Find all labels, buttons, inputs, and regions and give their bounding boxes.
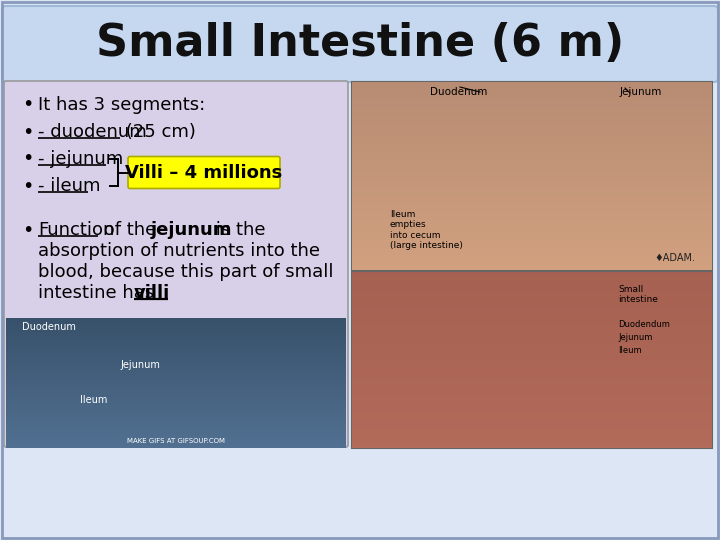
Text: - jejunum: - jejunum: [38, 150, 123, 168]
Text: •: •: [22, 123, 33, 141]
Text: blood, because this part of small: blood, because this part of small: [38, 263, 333, 281]
FancyBboxPatch shape: [352, 82, 712, 270]
FancyBboxPatch shape: [2, 6, 718, 82]
Text: Small
intestine: Small intestine: [618, 285, 658, 305]
Text: Ileum: Ileum: [80, 395, 107, 405]
Text: Ileum: Ileum: [618, 346, 642, 355]
Text: jejunum: jejunum: [151, 221, 233, 239]
Text: ♦ADAM.: ♦ADAM.: [654, 253, 695, 263]
Text: Duodenum: Duodenum: [430, 87, 487, 97]
Text: Villi – 4 millions: Villi – 4 millions: [125, 164, 283, 181]
FancyBboxPatch shape: [6, 318, 346, 448]
FancyBboxPatch shape: [128, 157, 280, 188]
Text: intestine has: intestine has: [38, 284, 160, 302]
Text: absorption of nutrients into the: absorption of nutrients into the: [38, 242, 320, 260]
Text: Jejunum: Jejunum: [120, 360, 160, 370]
Text: MAKE GIFS AT GIFSOUP.COM: MAKE GIFS AT GIFSOUP.COM: [127, 438, 225, 444]
Text: Jejunum: Jejunum: [620, 87, 662, 97]
Text: Small Intestine (6 m): Small Intestine (6 m): [96, 23, 624, 65]
Text: It has 3 segments:: It has 3 segments:: [38, 96, 205, 114]
Text: is the: is the: [210, 221, 266, 239]
Text: Duodendum: Duodendum: [618, 320, 670, 329]
Text: •: •: [22, 220, 33, 240]
Text: •: •: [22, 96, 33, 114]
Text: of the: of the: [98, 221, 162, 239]
Text: •: •: [22, 150, 33, 168]
Text: •: •: [22, 177, 33, 195]
FancyBboxPatch shape: [352, 272, 712, 448]
Text: Function: Function: [38, 221, 114, 239]
Text: - ileum: - ileum: [38, 177, 101, 195]
Text: villi: villi: [134, 284, 170, 302]
Text: Duodenum: Duodenum: [22, 322, 76, 332]
Text: Ileum
empties
into cecum
(large intestine): Ileum empties into cecum (large intestin…: [390, 210, 463, 250]
FancyBboxPatch shape: [4, 81, 348, 447]
Text: (25 cm): (25 cm): [120, 123, 196, 141]
Text: - duodenum: - duodenum: [38, 123, 147, 141]
Text: Jejunum: Jejunum: [618, 333, 652, 342]
